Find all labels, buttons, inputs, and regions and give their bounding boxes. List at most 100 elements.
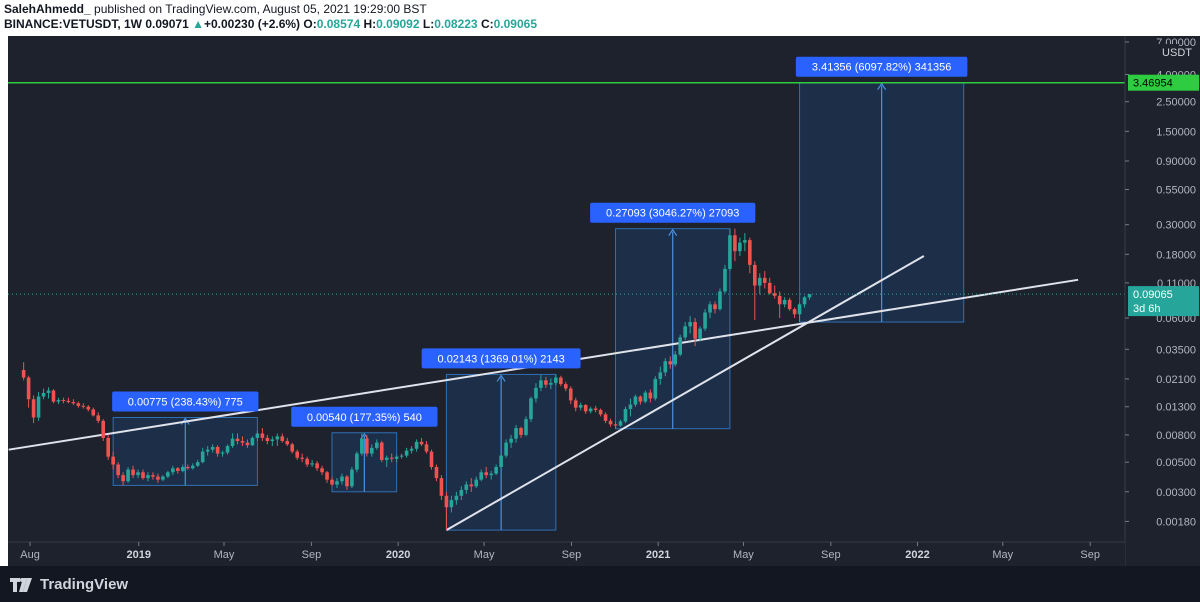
y-tick-label: 0.55000 <box>1156 185 1196 197</box>
candle-body <box>459 489 464 496</box>
candle-body <box>509 438 513 443</box>
candle-body <box>484 472 489 476</box>
candle-body <box>762 277 767 283</box>
price-chart[interactable]: 0.00775 (238.43%) 775 0.00540 (177.35%) 5… <box>8 36 1200 566</box>
x-tick-label: Sep <box>302 549 322 561</box>
open-label: O: <box>303 17 317 31</box>
footer: TradingView <box>0 566 1200 602</box>
candle-body <box>568 388 573 401</box>
candle-body <box>365 438 369 454</box>
tradingview-logo[interactable]: TradingView <box>10 576 128 593</box>
candle-body <box>250 437 255 446</box>
candle-body <box>668 361 673 365</box>
candle-body <box>777 295 782 305</box>
candle-body <box>151 475 155 477</box>
measure-arrow-head <box>496 374 506 382</box>
candle-body <box>519 428 523 435</box>
x-tick-label: Aug <box>20 549 40 561</box>
candle-body <box>648 392 653 399</box>
candle-body <box>539 380 543 388</box>
candle-body <box>748 240 752 265</box>
x-tick-label: 2021 <box>646 549 670 561</box>
candle-body <box>270 439 275 442</box>
y-tick-label: 0.03500 <box>1156 344 1196 356</box>
candle-body <box>678 337 682 355</box>
candle-body <box>315 463 319 469</box>
measure-label: 0.27093 (3046.27%) 27093 <box>606 208 739 220</box>
candle-body <box>205 449 210 452</box>
candle-body <box>757 277 762 286</box>
candle-body <box>683 326 687 338</box>
measure-label-box <box>112 391 259 412</box>
candle-body <box>549 382 553 385</box>
close-label: C: <box>480 17 494 31</box>
candle-body <box>345 476 349 487</box>
candle-body <box>230 438 235 447</box>
open-value: 0.08574 <box>316 17 361 31</box>
candle-body <box>588 408 593 412</box>
publish-info: SalehAhmedd_ published on TradingView.co… <box>4 2 427 17</box>
measure-label-box <box>795 56 968 77</box>
measure-arrow-head <box>877 82 887 91</box>
candle-body <box>723 268 727 292</box>
y-tick-label: 2.50000 <box>1156 97 1196 109</box>
candle-body <box>807 294 812 298</box>
chart-header: SalehAhmedd_ published on TradingView.co… <box>0 0 1200 36</box>
y-tick-label: 0.00180 <box>1156 516 1196 528</box>
measure-label-box <box>421 348 581 369</box>
candle-body <box>563 384 568 389</box>
candle-body <box>494 467 498 474</box>
candle-body <box>185 467 190 469</box>
candle-body <box>738 242 742 252</box>
candle-body <box>240 441 245 443</box>
candle-body <box>544 380 548 385</box>
candle-body <box>285 441 290 445</box>
measure-label-box <box>590 202 756 223</box>
candle-body <box>56 400 61 402</box>
candle-body <box>743 240 747 243</box>
candle-body <box>370 447 374 454</box>
candle-body <box>389 457 394 459</box>
candle-body <box>310 463 314 465</box>
publish-date: published on TradingView.com, August 05,… <box>94 2 427 16</box>
close-value: 0.09065 <box>493 17 538 31</box>
y-tick-label: 0.00800 <box>1156 430 1196 442</box>
y-tick-label: 0.30000 <box>1156 220 1196 232</box>
candle-body <box>220 452 225 454</box>
candle-body <box>419 441 424 445</box>
candle-body <box>81 405 86 407</box>
currency-box <box>1147 44 1179 60</box>
x-tick-label: 2020 <box>386 549 410 561</box>
candle-body <box>767 282 772 294</box>
candle-body <box>618 421 623 426</box>
chart-area[interactable]: 0.00775 (238.43%) 775 0.00540 (177.35%) 5… <box>8 36 1200 566</box>
author-name[interactable]: SalehAhmedd_ <box>4 2 91 16</box>
candle-body <box>200 451 205 463</box>
x-tick-label: 2019 <box>127 549 151 561</box>
last-price-label-box <box>1128 286 1199 317</box>
candle-body <box>598 409 603 415</box>
x-tick-label: May <box>474 549 495 561</box>
candle-body <box>384 457 389 460</box>
low-label: L: <box>422 17 435 31</box>
resistance-label: 3.46954 <box>1133 78 1173 90</box>
candle-body <box>116 464 120 476</box>
candle-body <box>215 446 220 454</box>
candle-body <box>399 455 404 457</box>
candle-body <box>161 476 165 480</box>
candle-body <box>126 469 130 482</box>
candle-body <box>698 328 702 339</box>
time-axis <box>8 542 1125 566</box>
candle-body <box>608 420 613 425</box>
candle-body <box>469 484 474 487</box>
candle-body <box>46 390 51 393</box>
measure-arrow-head <box>668 228 678 237</box>
candle-body <box>360 438 364 454</box>
candle-body <box>305 458 309 465</box>
candle-body <box>474 479 479 487</box>
candle-body <box>424 444 429 452</box>
candle-body <box>255 433 260 438</box>
candle-body <box>379 442 384 460</box>
candle-body <box>663 361 668 373</box>
currency-label: USDT <box>1162 47 1192 59</box>
